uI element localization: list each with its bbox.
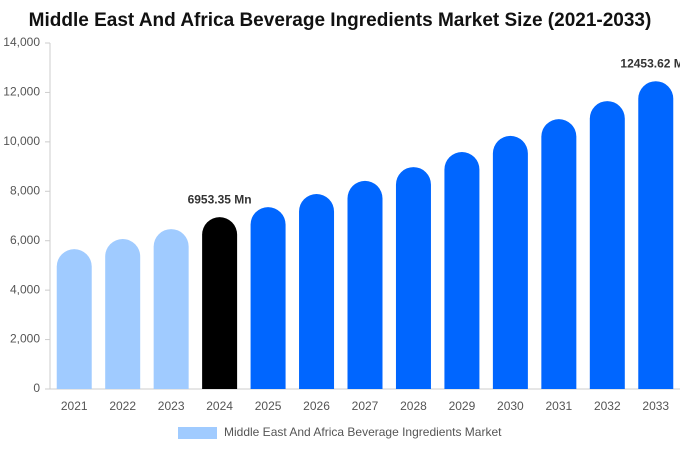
- x-tick-label: 2026: [303, 399, 330, 413]
- x-tick-label: 2029: [449, 399, 476, 413]
- bar: [105, 238, 141, 389]
- bar: [347, 180, 383, 389]
- x-tick-label: 2030: [497, 399, 524, 413]
- bar: [56, 249, 92, 389]
- y-tick-label: 8,000: [10, 183, 40, 197]
- bar: [299, 194, 335, 389]
- y-tick-label: 14,000: [3, 35, 40, 49]
- x-tick-label: 2021: [61, 399, 88, 413]
- legend-swatch: [178, 427, 217, 439]
- bar: [492, 135, 528, 389]
- x-tick-label: 2027: [352, 399, 379, 413]
- bar: [589, 101, 625, 389]
- data-label: 6953.35 Mn: [188, 192, 252, 206]
- y-tick-label: 10,000: [3, 134, 40, 148]
- bar: [153, 229, 189, 389]
- y-tick-label: 6,000: [10, 233, 40, 247]
- x-tick-label: 2025: [255, 399, 282, 413]
- x-tick-label: 2032: [594, 399, 621, 413]
- bar: [395, 167, 431, 389]
- x-tick-label: 2022: [109, 399, 136, 413]
- bar: [202, 217, 238, 389]
- x-tick-label: 2033: [642, 399, 669, 413]
- legend-label: Middle East And Africa Beverage Ingredie…: [224, 425, 502, 439]
- bar: [638, 81, 674, 389]
- y-tick-label: 0: [33, 381, 40, 395]
- chart-title: Middle East And Africa Beverage Ingredie…: [29, 10, 652, 31]
- x-tick-label: 2024: [206, 399, 233, 413]
- data-label: 12453.62 Mn: [620, 56, 680, 70]
- y-tick-label: 12,000: [3, 85, 40, 99]
- bar: [541, 119, 577, 389]
- x-tick-label: 2031: [545, 399, 572, 413]
- bar: [444, 151, 480, 389]
- y-tick-label: 4,000: [10, 282, 40, 296]
- x-tick-label: 2028: [400, 399, 427, 413]
- y-tick-label: 2,000: [10, 332, 40, 346]
- x-tick-label: 2023: [158, 399, 185, 413]
- bar: [250, 207, 286, 389]
